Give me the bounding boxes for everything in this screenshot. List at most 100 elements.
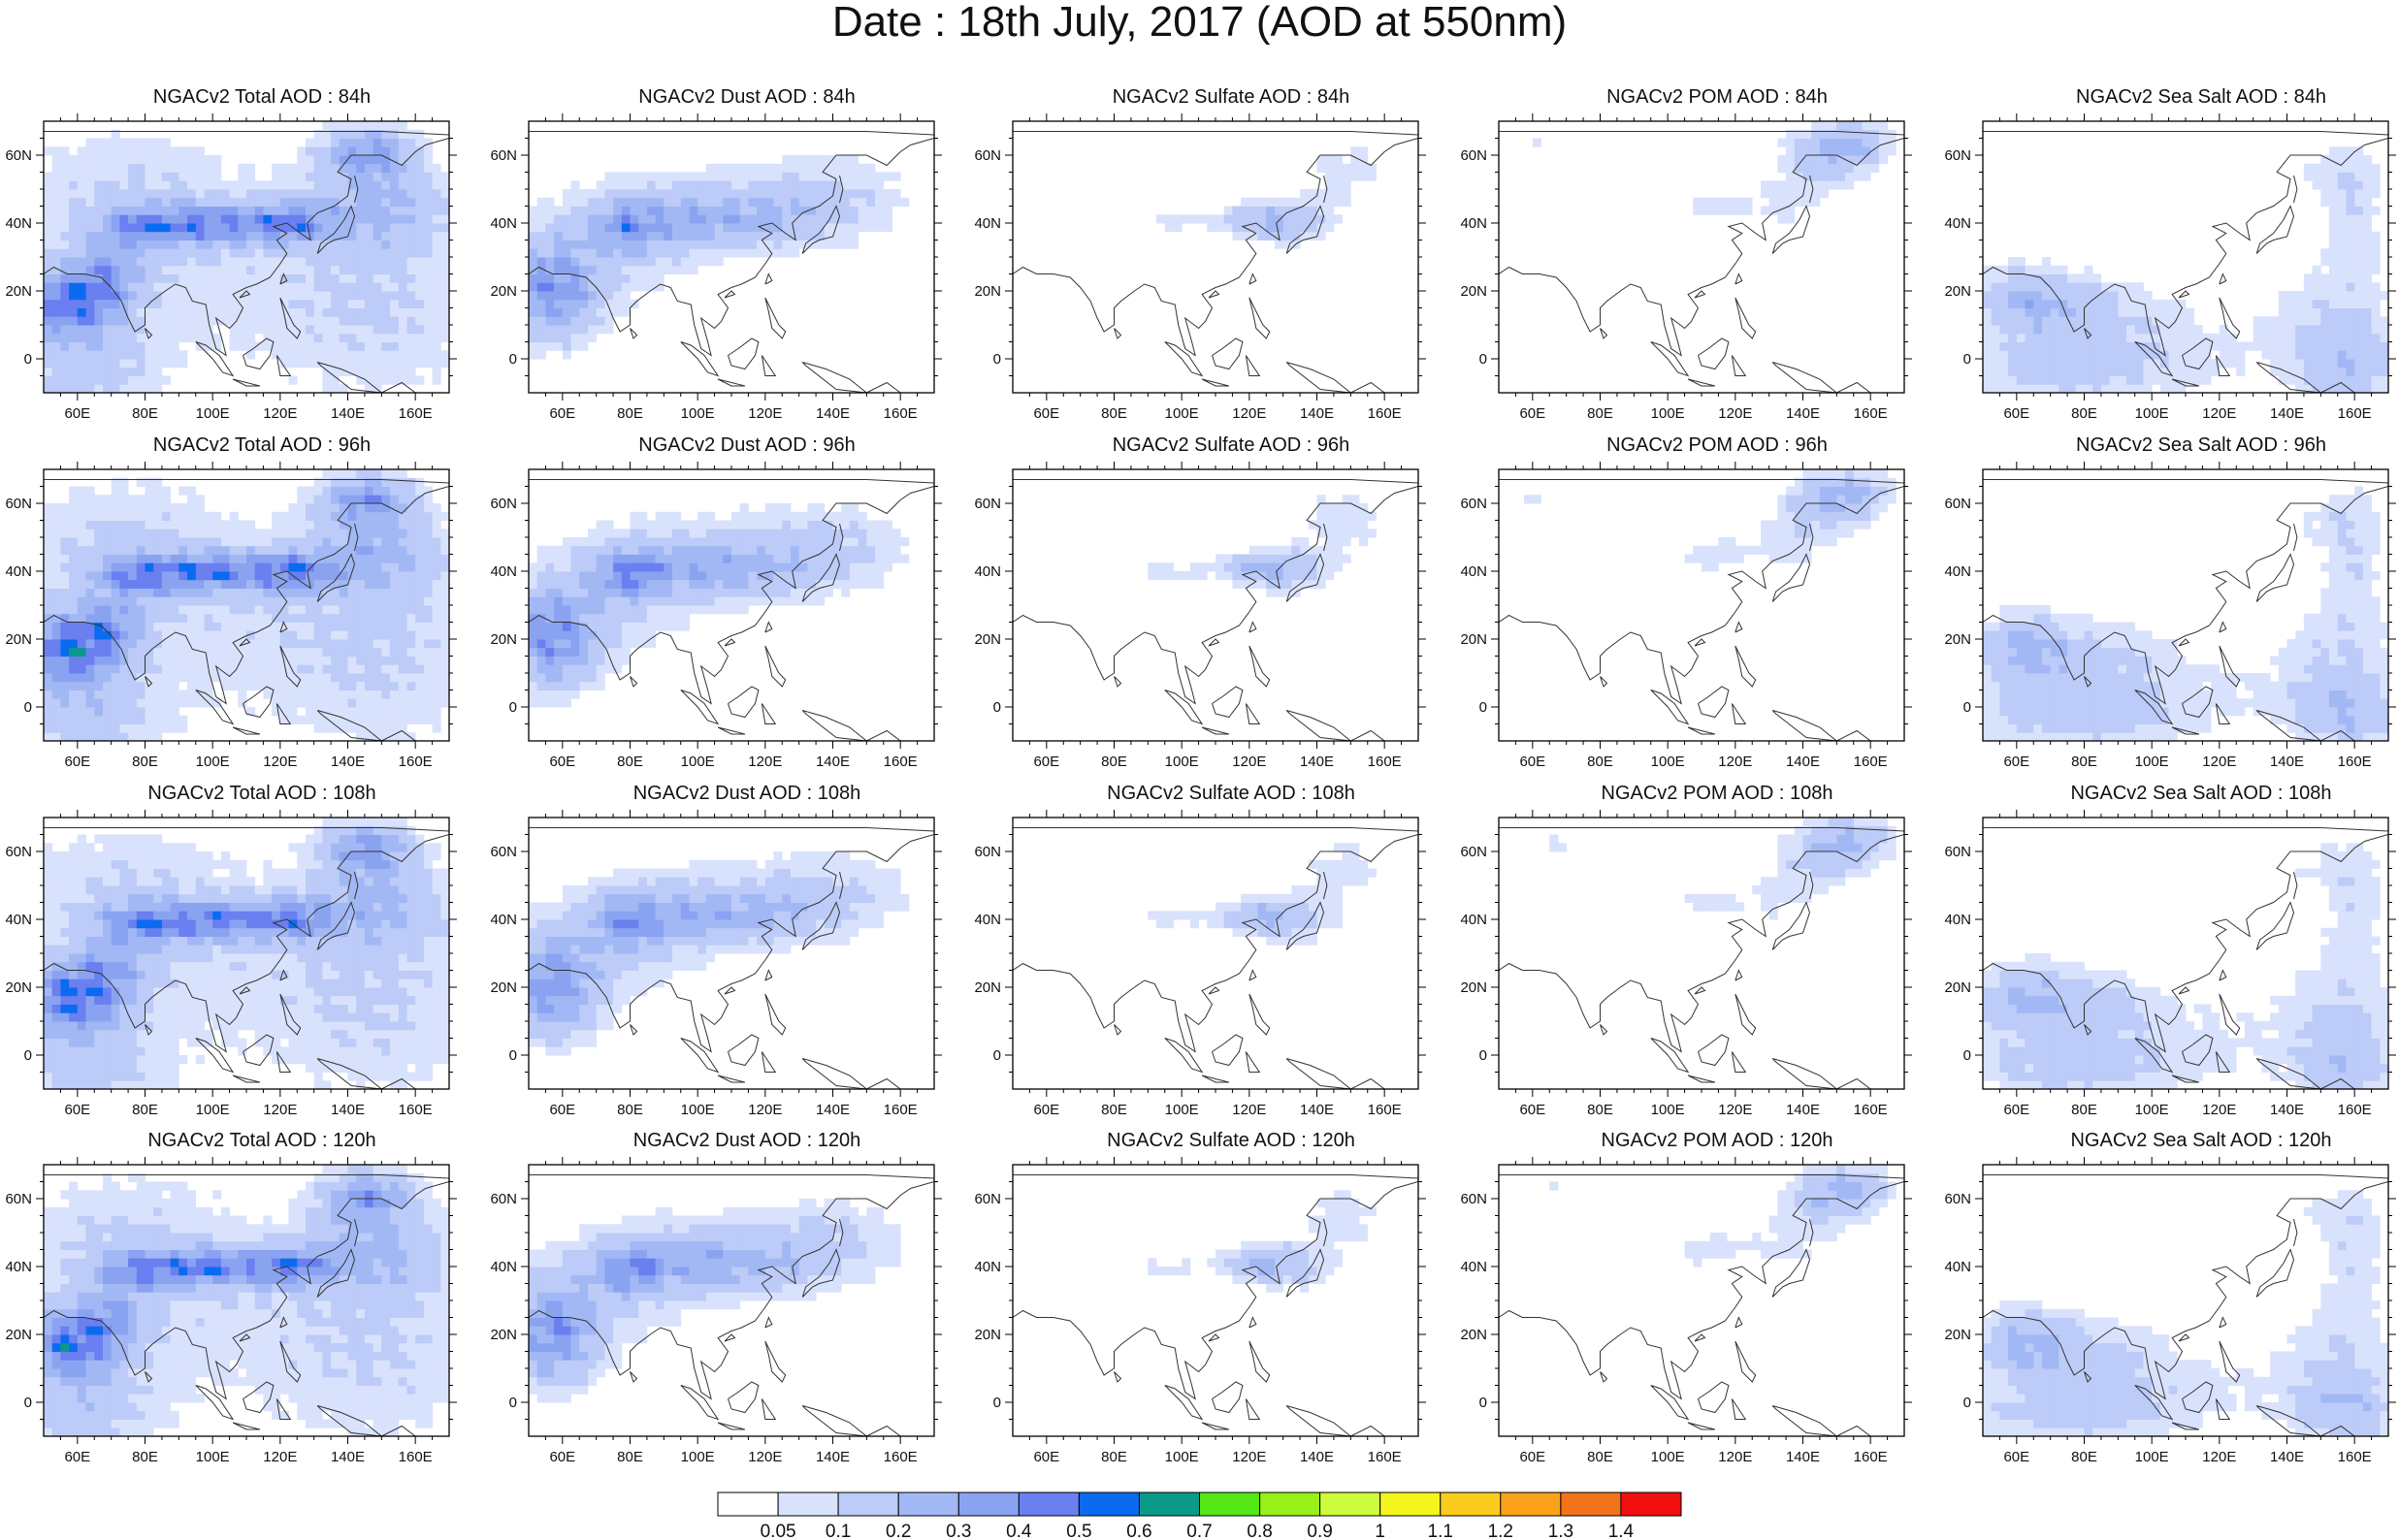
aod-cell bbox=[529, 316, 538, 326]
aod-cell bbox=[529, 690, 538, 699]
aod-cell bbox=[254, 613, 264, 623]
aod-cell bbox=[2320, 172, 2330, 181]
aod-cell bbox=[51, 240, 61, 249]
aod-cell bbox=[356, 121, 366, 131]
aod-cell bbox=[322, 299, 332, 308]
aod-cell bbox=[119, 511, 129, 521]
aod-cell bbox=[103, 197, 113, 207]
aod-cell bbox=[2261, 333, 2271, 342]
aod-cell bbox=[381, 299, 391, 308]
aod-cell bbox=[288, 257, 298, 267]
aod-cell bbox=[356, 537, 366, 547]
aod-cell bbox=[2295, 316, 2305, 326]
aod-cell bbox=[579, 681, 589, 690]
aod-cell bbox=[103, 223, 113, 233]
aod-cell bbox=[2033, 299, 2043, 308]
aod-cell bbox=[2126, 282, 2136, 292]
aod-cell bbox=[111, 579, 120, 589]
aod-cell bbox=[2362, 265, 2372, 274]
aod-cell bbox=[579, 605, 589, 615]
aod-cell bbox=[2380, 291, 2388, 301]
aod-cell bbox=[145, 214, 154, 224]
aod-cell bbox=[187, 571, 197, 581]
aod-cell bbox=[2362, 231, 2372, 241]
aod-cell bbox=[103, 265, 113, 274]
aod-cell bbox=[161, 647, 171, 657]
coastline bbox=[1248, 297, 1271, 339]
aod-cell bbox=[111, 613, 120, 623]
aod-cell bbox=[791, 248, 800, 258]
aod-cell bbox=[2159, 359, 2169, 369]
aod-cell bbox=[415, 189, 425, 199]
aod-cell bbox=[69, 163, 79, 173]
aod-cell bbox=[596, 537, 605, 547]
aod-cell bbox=[689, 231, 698, 241]
aod-cell bbox=[178, 291, 188, 301]
x-tick-label: 80E bbox=[617, 405, 643, 422]
aod-cell bbox=[536, 248, 546, 258]
aod-cell bbox=[406, 545, 416, 555]
aod-cell bbox=[2346, 197, 2355, 207]
aod-cell bbox=[2059, 384, 2068, 393]
aod-cell bbox=[1743, 197, 1753, 207]
aod-cell bbox=[60, 350, 70, 360]
aod-cell bbox=[562, 291, 571, 301]
aod-cell bbox=[279, 197, 289, 207]
aod-cell bbox=[322, 197, 332, 207]
aod-cell bbox=[390, 189, 400, 199]
aod-cell bbox=[322, 138, 332, 147]
aod-cell bbox=[1367, 172, 1377, 181]
aod-cell bbox=[432, 707, 441, 717]
aod-cell bbox=[153, 206, 163, 215]
aod-cell bbox=[689, 189, 698, 199]
aod-cell bbox=[398, 155, 407, 165]
aod-cell bbox=[2312, 265, 2321, 274]
aod-cell bbox=[1359, 163, 1369, 173]
aod-cell bbox=[178, 511, 188, 521]
aod-cell bbox=[119, 291, 129, 301]
aod-cell bbox=[44, 664, 53, 674]
aod-cell bbox=[263, 529, 273, 538]
aod-cell bbox=[238, 571, 247, 581]
aod-cell bbox=[1223, 214, 1233, 224]
aod-cell bbox=[390, 469, 400, 479]
aod-cell bbox=[356, 477, 366, 487]
aod-cell bbox=[1991, 384, 2000, 393]
aod-cell bbox=[77, 333, 86, 342]
aod-cell bbox=[288, 656, 298, 665]
aod-cell bbox=[187, 673, 197, 683]
aod-cell bbox=[570, 316, 580, 326]
aod-cell bbox=[128, 656, 138, 665]
aod-cell bbox=[254, 673, 264, 683]
aod-cell bbox=[347, 613, 357, 623]
aod-cell bbox=[1342, 189, 1351, 199]
aod-cell bbox=[170, 537, 179, 547]
aod-cell bbox=[170, 554, 179, 563]
aod-cell bbox=[390, 622, 400, 631]
aod-cell bbox=[69, 537, 79, 547]
aod-cell bbox=[313, 647, 323, 657]
aod-cell bbox=[381, 664, 391, 674]
aod-cell bbox=[339, 359, 348, 369]
aod-cell bbox=[423, 299, 433, 308]
aod-cell bbox=[2354, 307, 2364, 317]
aod-cell bbox=[2261, 350, 2271, 360]
aod-cell bbox=[2109, 375, 2119, 385]
aod-cell bbox=[103, 673, 113, 683]
aod-cell bbox=[415, 537, 425, 547]
aod-cell bbox=[178, 690, 188, 699]
aod-cell bbox=[2320, 189, 2330, 199]
coastline bbox=[44, 479, 449, 705]
aod-cell bbox=[621, 189, 631, 199]
aod-cell bbox=[170, 257, 179, 267]
aod-cell bbox=[128, 562, 138, 572]
aod-cell bbox=[119, 503, 129, 513]
aod-cell bbox=[2050, 367, 2059, 376]
aod-cell bbox=[254, 197, 264, 207]
aod-cell bbox=[588, 291, 598, 301]
aod-cell bbox=[254, 605, 264, 615]
aod-cell bbox=[331, 375, 340, 385]
aod-cell bbox=[288, 359, 298, 369]
aod-cell bbox=[85, 647, 95, 657]
aod-cell bbox=[2008, 291, 2018, 301]
